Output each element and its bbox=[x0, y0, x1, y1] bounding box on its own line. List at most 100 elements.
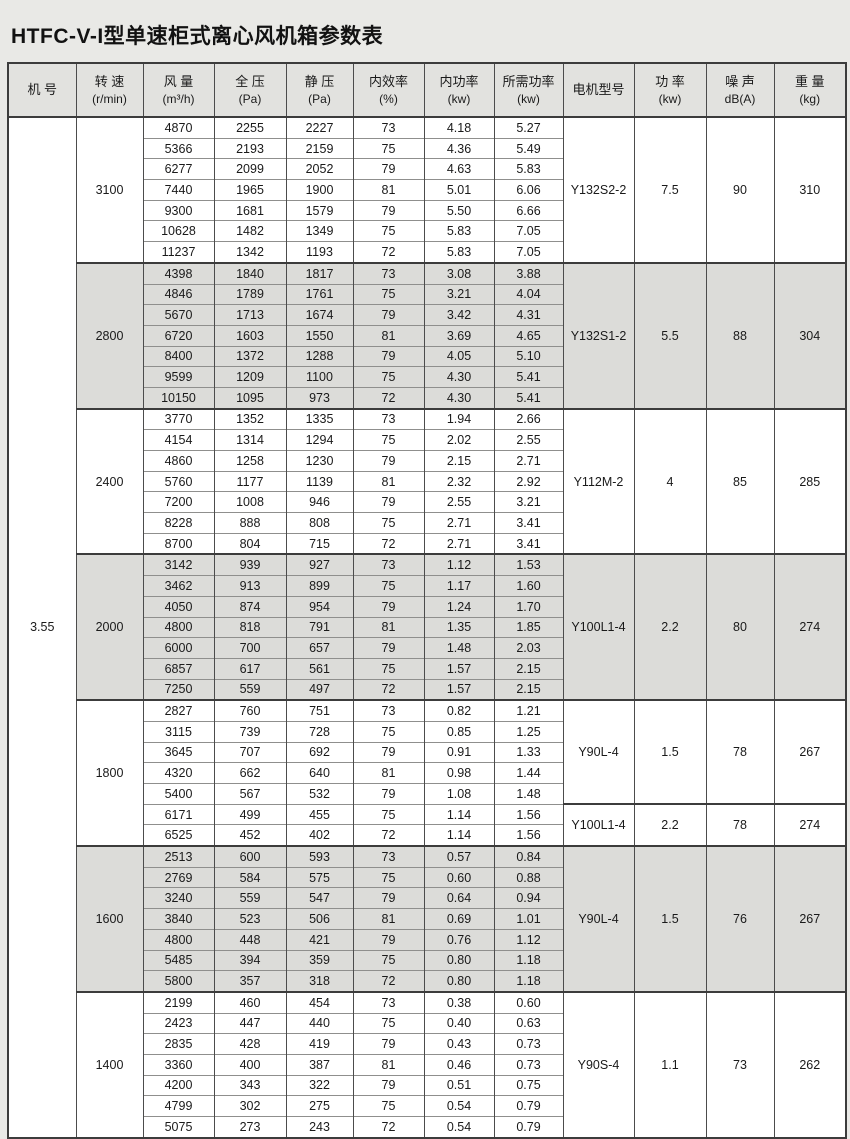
column-header-noise: 噪 声 dB(A) bbox=[705, 63, 775, 118]
cell-power: 1.5 bbox=[633, 699, 707, 805]
cell-total-pressure: 394 bbox=[213, 949, 287, 971]
cell-internal-power: 3.08 bbox=[423, 261, 495, 284]
cell-weight: 310 bbox=[773, 116, 847, 263]
table-row: 10150 1095 973 72 4.30 5.41 bbox=[8, 386, 846, 409]
table-row: 2769 584 575 75 0.60 0.88 bbox=[8, 866, 846, 888]
cell-required-power: 0.73 bbox=[493, 1033, 564, 1055]
cell-efficiency: 79 bbox=[352, 1074, 425, 1096]
column-header-internal-power: 内功率 (kw) bbox=[423, 63, 495, 118]
column-header-airflow: 风 量 (m³/h) bbox=[142, 63, 215, 118]
table-row: 4799 302 275 75 0.54 0.79 bbox=[8, 1095, 846, 1117]
column-header-label: 噪 声 bbox=[725, 74, 755, 90]
table-row: 5366 2193 2159 75 4.36 5.49 bbox=[8, 137, 846, 159]
cell-efficiency: 75 bbox=[352, 429, 425, 451]
cell-total-pressure: 2099 bbox=[213, 158, 287, 180]
table-row: 8400 1372 1288 79 4.05 5.10 bbox=[8, 345, 846, 367]
cell-total-pressure: 1681 bbox=[213, 199, 287, 221]
table-row: 4860 1258 1230 79 2.15 2.71 bbox=[8, 450, 846, 472]
document-page: HTFC-V-I型单速柜式离心风机箱参数表 机 号转 速 (r/min) 风 量 (m… bbox=[7, 25, 847, 1139]
cell-internal-power: 1.14 bbox=[423, 803, 495, 825]
cell-airflow: 5485 bbox=[142, 949, 215, 971]
cell-airflow: 4800 bbox=[142, 928, 215, 950]
cell-static-pressure: 899 bbox=[285, 575, 354, 597]
table-row: 3360 400 387 81 0.46 0.73 bbox=[8, 1053, 846, 1076]
cell-efficiency: 73 bbox=[352, 990, 425, 1014]
cell-internal-power: 1.35 bbox=[423, 616, 495, 638]
cell-total-pressure: 1095 bbox=[213, 386, 287, 409]
cell-efficiency: 72 bbox=[352, 532, 425, 555]
cell-total-pressure: 818 bbox=[213, 616, 287, 638]
cell-efficiency: 81 bbox=[352, 470, 425, 492]
cell-internal-power: 0.40 bbox=[423, 1012, 495, 1034]
cell-internal-power: 3.21 bbox=[423, 283, 495, 305]
cell-static-pressure: 927 bbox=[285, 553, 354, 576]
cell-motor-model: Y132S1-2 bbox=[562, 261, 635, 409]
cell-total-pressure: 2193 bbox=[213, 137, 287, 159]
cell-static-pressure: 455 bbox=[285, 803, 354, 825]
cell-efficiency: 73 bbox=[352, 845, 425, 868]
column-header-power: 功 率 (kw) bbox=[633, 63, 707, 118]
table-row: 4800 818 791 81 1.35 1.85 bbox=[8, 616, 846, 638]
table-row: 6171 499 455 75 1.14 1.56 Y100L1-4 2.2 78 274 bbox=[8, 803, 847, 847]
column-header-label: 内效率 bbox=[368, 74, 408, 90]
cell-internal-power: 4.18 bbox=[423, 115, 495, 139]
cell-efficiency: 79 bbox=[352, 1033, 425, 1055]
cell-motor-model: Y100L1-4 bbox=[562, 803, 635, 847]
cell-efficiency: 75 bbox=[352, 1095, 425, 1117]
cell-static-pressure: 547 bbox=[285, 887, 354, 909]
cell-static-pressure: 1579 bbox=[285, 199, 354, 221]
table-row: 2400 3770 1352 1335 73 1.94 2.66 Y112M-2 4 85 285 bbox=[8, 407, 847, 555]
cell-efficiency: 75 bbox=[352, 720, 425, 743]
cell-total-pressure: 559 bbox=[213, 887, 287, 909]
cell-required-power: 1.56 bbox=[493, 824, 564, 847]
cell-total-pressure: 567 bbox=[213, 783, 287, 805]
cell-required-power: 4.04 bbox=[493, 283, 564, 305]
cell-required-power: 5.41 bbox=[493, 366, 564, 388]
cell-required-power: 2.71 bbox=[493, 450, 564, 472]
cell-total-pressure: 448 bbox=[213, 928, 287, 950]
cell-internal-power: 4.05 bbox=[423, 345, 495, 367]
cell-static-pressure: 275 bbox=[285, 1095, 354, 1117]
column-header-unit: (m³/h) bbox=[162, 91, 195, 106]
cell-noise: 73 bbox=[705, 990, 775, 1138]
table-row: 9599 1209 1100 75 4.30 5.41 bbox=[8, 366, 846, 388]
cell-required-power: 0.88 bbox=[493, 866, 564, 888]
cell-speed: 2800 bbox=[75, 261, 144, 409]
cell-required-power: 1.33 bbox=[493, 741, 564, 763]
cell-airflow: 10150 bbox=[142, 386, 215, 409]
cell-airflow: 6171 bbox=[142, 803, 215, 825]
cell-airflow: 5400 bbox=[142, 783, 215, 805]
cell-internal-power: 1.57 bbox=[423, 657, 495, 680]
column-header-label: 全 压 bbox=[235, 74, 265, 90]
cell-required-power: 5.10 bbox=[493, 345, 564, 367]
table-row: 6720 1603 1550 81 3.69 4.65 bbox=[8, 324, 846, 347]
cell-efficiency: 79 bbox=[352, 637, 425, 659]
cell-efficiency: 73 bbox=[352, 699, 425, 722]
cell-airflow: 10628 bbox=[142, 220, 215, 242]
cell-required-power: 1.18 bbox=[493, 949, 564, 971]
cell-internal-power: 0.57 bbox=[423, 845, 495, 868]
cell-required-power: 0.79 bbox=[493, 1115, 564, 1138]
table-row: 4154 1314 1294 75 2.02 2.55 bbox=[8, 429, 846, 451]
cell-efficiency: 72 bbox=[352, 1115, 425, 1138]
table-row: 1600 2513 600 593 73 0.57 0.84 Y90L-4 1.5 76 267 bbox=[8, 845, 847, 992]
cell-required-power: 5.27 bbox=[493, 115, 564, 139]
cell-noise: 78 bbox=[705, 803, 775, 847]
cell-static-pressure: 954 bbox=[285, 595, 354, 617]
cell-total-pressure: 1789 bbox=[213, 283, 287, 305]
table-row: 5485 394 359 75 0.80 1.18 bbox=[8, 949, 846, 971]
cell-static-pressure: 1193 bbox=[285, 241, 354, 263]
table-row: 8700 804 715 72 2.71 3.41 bbox=[8, 532, 846, 555]
cell-required-power: 1.85 bbox=[493, 616, 564, 638]
cell-static-pressure: 402 bbox=[285, 824, 354, 847]
cell-internal-power: 2.15 bbox=[423, 450, 495, 472]
cell-internal-power: 4.36 bbox=[423, 137, 495, 159]
cell-airflow: 4800 bbox=[142, 616, 215, 638]
cell-static-pressure: 1761 bbox=[285, 283, 354, 305]
cell-efficiency: 75 bbox=[352, 657, 425, 680]
cell-required-power: 1.53 bbox=[493, 553, 564, 576]
column-header-label: 机 号 bbox=[27, 82, 58, 98]
cell-airflow: 4870 bbox=[142, 115, 215, 139]
cell-static-pressure: 440 bbox=[285, 1012, 354, 1034]
cell-total-pressure: 302 bbox=[213, 1095, 287, 1117]
